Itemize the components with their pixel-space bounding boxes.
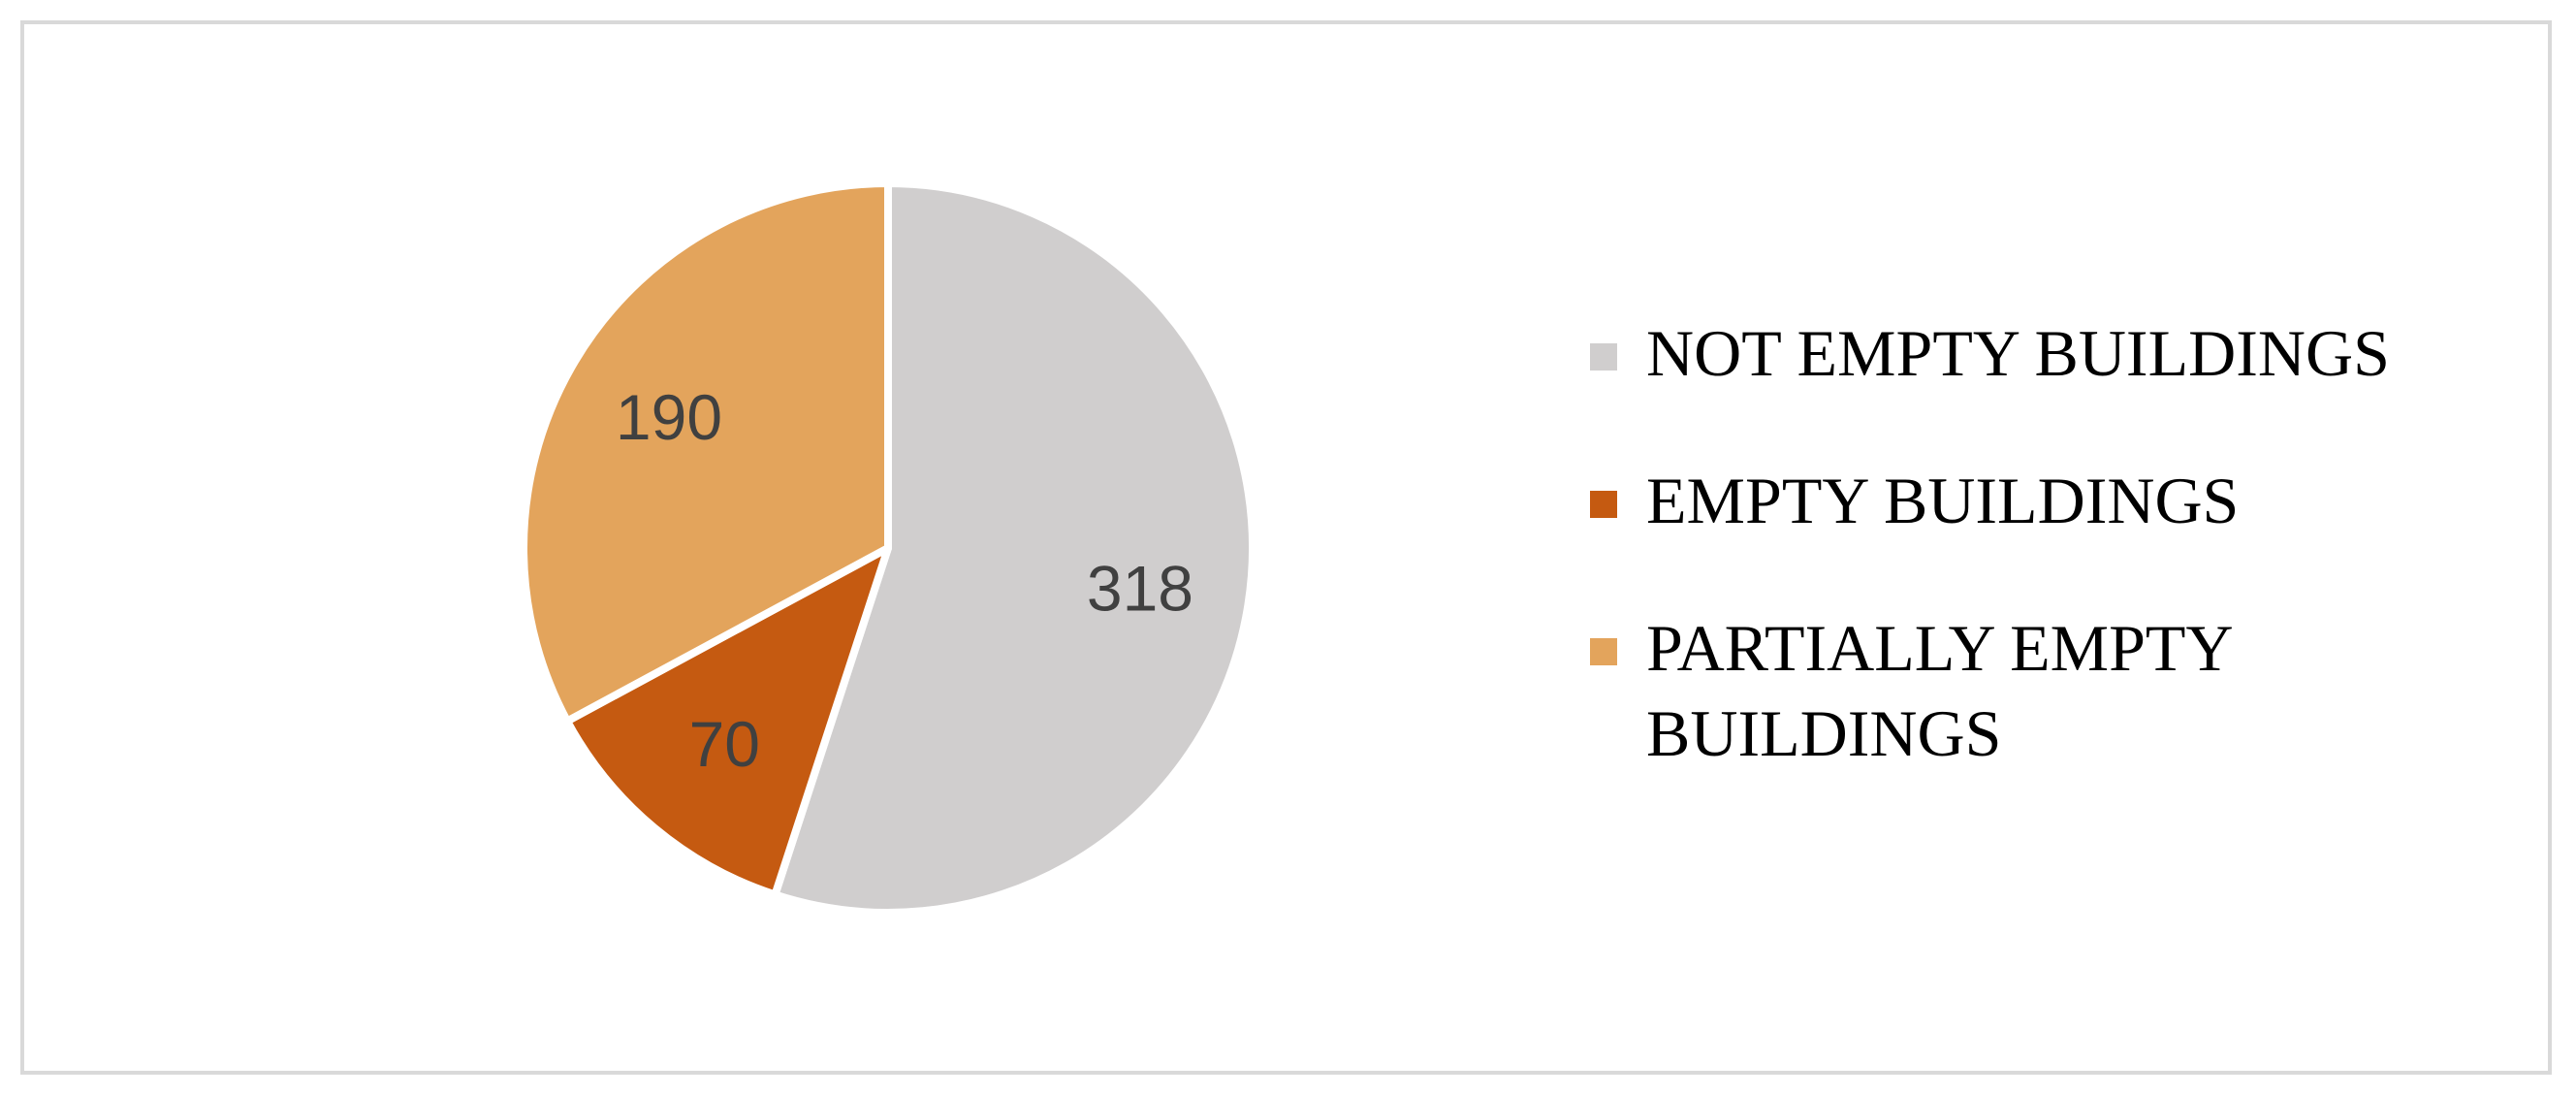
legend: NOT EMPTY BUILDINGS EMPTY BUILDINGS PART… bbox=[1590, 310, 2463, 838]
data-label-empty: 70 bbox=[689, 708, 760, 780]
legend-swatch-partially-empty bbox=[1590, 638, 1617, 665]
chart-frame bbox=[20, 20, 2552, 1075]
legend-label-partially-empty: PARTIALLY EMPTY BUILDINGS bbox=[1646, 611, 2232, 770]
legend-item-partially-empty: PARTIALLY EMPTY BUILDINGS bbox=[1590, 605, 2463, 776]
legend-swatch-not-empty bbox=[1590, 343, 1617, 371]
legend-label-empty: EMPTY BUILDINGS bbox=[1646, 464, 2240, 537]
legend-item-not-empty: NOT EMPTY BUILDINGS bbox=[1590, 310, 2463, 396]
pie-slice-partially-empty bbox=[520, 179, 892, 725]
pie-slice-not-empty bbox=[771, 179, 1256, 917]
legend-item-empty: EMPTY BUILDINGS bbox=[1590, 458, 2463, 543]
legend-swatch-empty bbox=[1590, 491, 1617, 518]
pie-slice-empty bbox=[563, 544, 892, 899]
legend-label-not-empty: NOT EMPTY BUILDINGS bbox=[1646, 316, 2390, 390]
data-label-partially-empty: 190 bbox=[616, 381, 722, 453]
data-label-not-empty: 318 bbox=[1087, 552, 1193, 624]
